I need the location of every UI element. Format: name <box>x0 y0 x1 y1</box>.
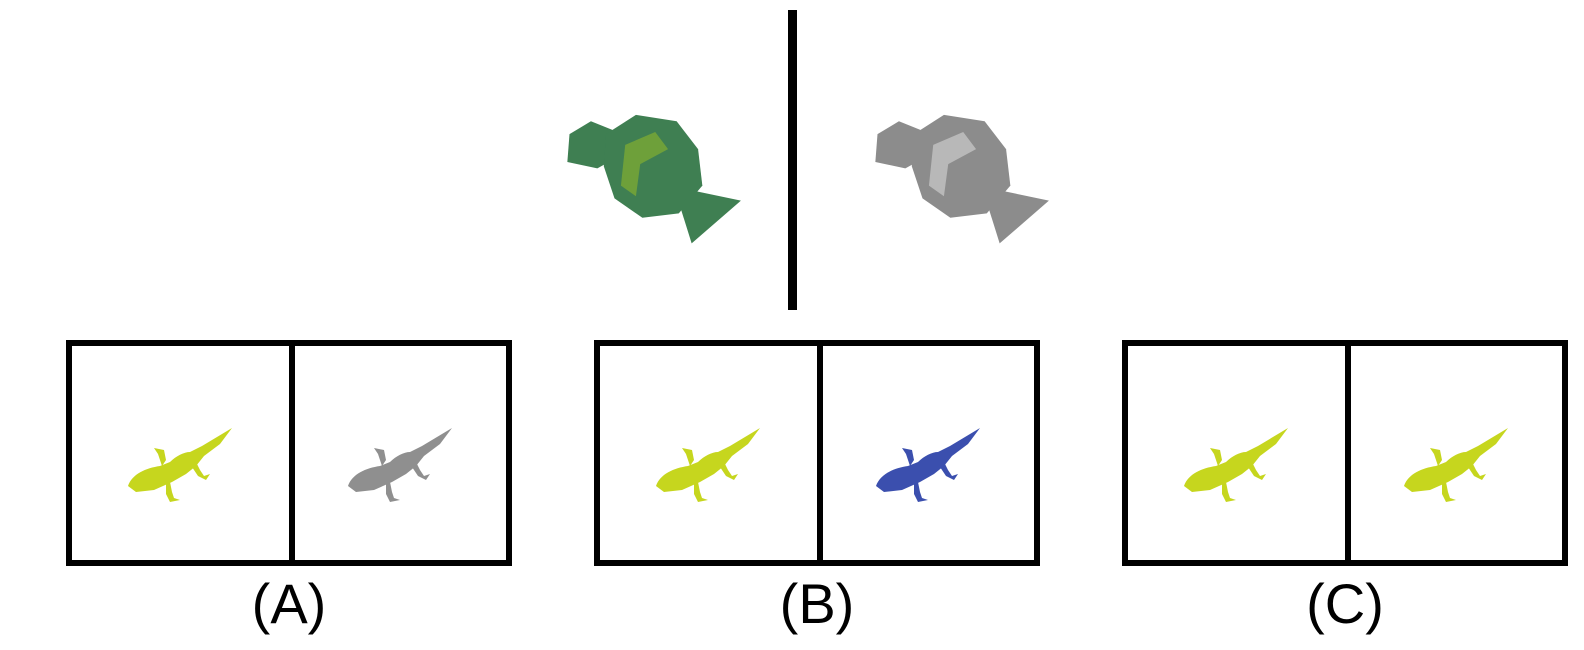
option-b-label: (B) <box>779 572 855 635</box>
lizard-left <box>128 428 232 502</box>
lizard-right <box>348 428 452 502</box>
option-c-box[interactable] <box>1122 340 1568 566</box>
option-divider <box>817 346 823 560</box>
reference-candy-gray <box>875 114 1049 244</box>
lizard-left <box>1184 428 1288 502</box>
candy-accent <box>928 132 977 197</box>
option-divider <box>289 346 295 560</box>
option-a-label: (A) <box>251 572 327 635</box>
lizard-right <box>1404 428 1508 502</box>
option-a-box[interactable] <box>66 340 512 566</box>
reference-candy-colored <box>567 114 741 244</box>
option-c-label: (C) <box>1306 572 1384 635</box>
option-divider <box>1345 346 1351 560</box>
option-b-box[interactable] <box>594 340 1040 566</box>
candy-accent <box>620 132 669 197</box>
lizard-right <box>876 428 980 502</box>
reference-divider <box>788 10 797 310</box>
lizard-left <box>656 428 760 502</box>
